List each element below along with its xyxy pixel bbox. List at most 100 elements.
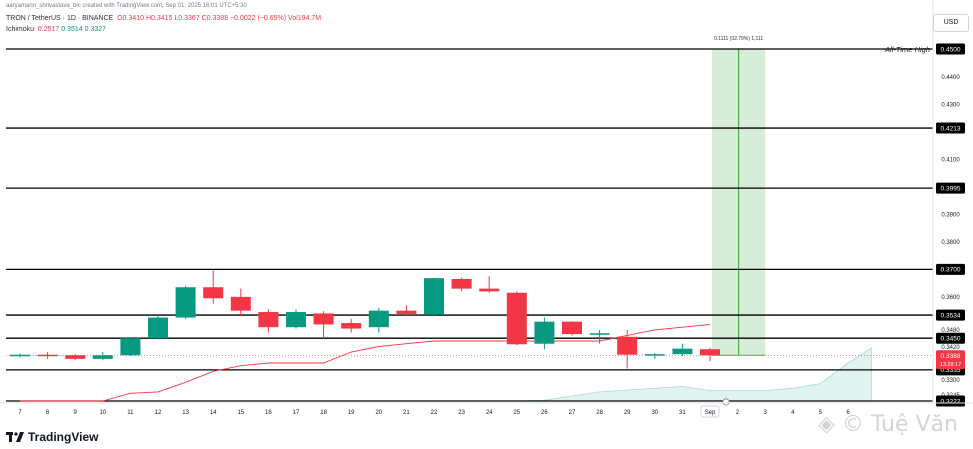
last-price-tag bbox=[936, 350, 965, 370]
tradingview-logo[interactable]: TradingView bbox=[6, 430, 98, 444]
candle-body bbox=[479, 288, 500, 292]
price-tick-label: 0.4300 bbox=[941, 102, 960, 108]
price-tick-label: 0.3600 bbox=[941, 295, 960, 301]
candle-body bbox=[506, 292, 527, 345]
price-level-tag bbox=[936, 43, 965, 55]
candle-body bbox=[203, 287, 224, 299]
indicator-name[interactable]: Ichimoku bbox=[6, 26, 35, 33]
candle-body bbox=[341, 323, 362, 329]
price-level-tag bbox=[936, 263, 965, 275]
time-tick-label: 11 bbox=[127, 410, 134, 416]
close-value: C0.3388 bbox=[201, 15, 229, 22]
price-level-tag-text: 0.3995 bbox=[941, 185, 961, 192]
time-tick-label: 6 bbox=[846, 410, 850, 416]
time-tick-label: 5 bbox=[819, 410, 823, 416]
time-tick-label: 13 bbox=[182, 410, 189, 416]
candle-body bbox=[644, 354, 665, 356]
indicator-value-2: 0.3514 bbox=[61, 26, 83, 33]
indicator-legend: Ichimoku 0.2517 0.3514 0.3327 bbox=[6, 26, 106, 33]
watermark-text: Tuệ Văn bbox=[870, 412, 958, 437]
price-level-tag bbox=[936, 122, 965, 134]
currency-button[interactable]: USD bbox=[933, 14, 969, 32]
price-tick-label: 0.3300 bbox=[941, 378, 960, 384]
time-tick-label: 15 bbox=[237, 410, 244, 416]
price-tick-label: 0.3480 bbox=[941, 328, 960, 334]
time-tick-label: 21 bbox=[403, 410, 410, 416]
projection-box: 0.1111 (32.79%) 1,111 bbox=[712, 36, 766, 356]
time-tick-label: 18 bbox=[320, 410, 327, 416]
candle-body bbox=[368, 310, 389, 328]
candle-body bbox=[286, 312, 306, 328]
time-tick-label: 29 bbox=[624, 410, 631, 416]
time-tick-label: 27 bbox=[569, 410, 576, 416]
time-tick-label: 26 bbox=[541, 410, 548, 416]
time-tick-label: 2 bbox=[736, 410, 740, 416]
candle-body bbox=[92, 355, 113, 359]
watermark-icon: ◈ © bbox=[818, 412, 864, 437]
time-tick-label: 14 bbox=[210, 410, 217, 416]
annotations bbox=[0, 0, 973, 404]
candle-body bbox=[10, 354, 30, 357]
time-tick-label: 20 bbox=[375, 410, 382, 416]
candle-body bbox=[451, 278, 472, 289]
time-tick-label: 8 bbox=[46, 410, 50, 416]
time-tick-label: 22 bbox=[431, 410, 438, 416]
time-tick-label: 31 bbox=[679, 410, 686, 416]
candle-body bbox=[562, 321, 582, 335]
ichimoku-line bbox=[6, 323, 933, 402]
price-tick-label: 0.3900 bbox=[941, 213, 960, 219]
time-tick-label: 17 bbox=[293, 410, 300, 416]
price-level-tag-text: 0.3335 bbox=[941, 367, 961, 374]
candle-body bbox=[230, 296, 251, 311]
time-tick-label: 10 bbox=[99, 410, 106, 416]
price-level-tag bbox=[936, 309, 965, 321]
horizontal-levels[interactable]: All-Time High bbox=[6, 45, 933, 402]
time-tick-label: 12 bbox=[155, 410, 162, 416]
price-tick-label: 0.4100 bbox=[941, 157, 960, 163]
candle-body bbox=[589, 333, 610, 335]
volume-value: Vol194.7M bbox=[288, 15, 322, 22]
change-value: −0.0022 (−0.65%) bbox=[230, 15, 287, 22]
candle-body bbox=[120, 338, 141, 356]
time-axis[interactable]: 7 8 9 10 11 12 13 14 15 16 17 18 19 20 21 22 23 24 25 26 27 2… bbox=[18, 398, 850, 418]
price-level-tag bbox=[936, 395, 965, 407]
ichimoku-cloud-area bbox=[461, 347, 872, 402]
time-tick-label: 4 bbox=[791, 410, 795, 416]
candle-body bbox=[534, 321, 555, 344]
event-marker-icon[interactable] bbox=[722, 398, 730, 406]
candle-body bbox=[617, 336, 638, 355]
candle-body bbox=[37, 354, 58, 357]
candle-body bbox=[396, 310, 417, 314]
candle-body bbox=[175, 287, 196, 318]
last-price-value: 0.3388 bbox=[941, 353, 961, 360]
tradingview-logo-text: TradingView bbox=[28, 430, 99, 444]
price-tick-label: 0.3800 bbox=[941, 240, 960, 246]
price-level-tag-text: 0.3450 bbox=[941, 336, 961, 343]
time-tick-label: 7 bbox=[18, 410, 22, 416]
symbol-name[interactable]: TRON / TetherUS · 1D · BINANCE bbox=[6, 15, 114, 22]
price-axis[interactable]: 0.4500 0.4400 0.4300 0.4213 0.4100 0.3995 0.39… bbox=[936, 43, 965, 407]
candle-body bbox=[313, 313, 334, 325]
tradingview-logo-icon bbox=[6, 432, 24, 442]
time-tick-label: 9 bbox=[74, 410, 78, 416]
current-date-tag bbox=[700, 405, 720, 418]
low-value: L0.3367 bbox=[174, 15, 200, 22]
projection-label: 0.1111 (32.79%) 1,111 bbox=[714, 36, 763, 42]
price-level-tag-text: 0.3534 bbox=[941, 312, 961, 319]
candle-body bbox=[258, 312, 279, 328]
ichimoku-cloud bbox=[461, 347, 872, 402]
price-level-tag bbox=[936, 182, 965, 194]
watermark: ◈ © Tuệ Văn bbox=[818, 412, 958, 437]
time-tick-label: 30 bbox=[651, 410, 658, 416]
time-tick-label: 19 bbox=[348, 410, 355, 416]
candle-body bbox=[672, 348, 693, 355]
price-tick-label: 0.3420 bbox=[941, 345, 960, 351]
price-level-tag bbox=[936, 332, 965, 344]
high-value: H0.3415 bbox=[145, 15, 173, 22]
time-tick-label: 25 bbox=[513, 410, 520, 416]
price-level-tag-text: 0.3700 bbox=[941, 267, 961, 274]
price-level-tag-text: 0.4500 bbox=[941, 46, 961, 53]
candle-body bbox=[148, 317, 168, 339]
indicator-value-1: 0.2517 bbox=[37, 26, 60, 33]
